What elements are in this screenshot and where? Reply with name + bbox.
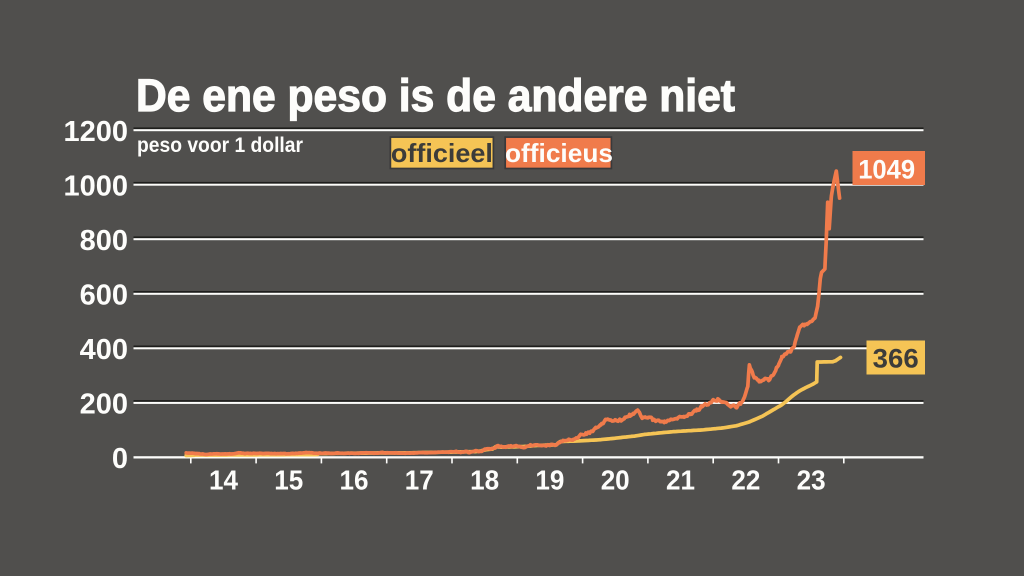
- svg-text:peso voor 1 dollar: peso voor 1 dollar: [137, 134, 303, 157]
- svg-text:18: 18: [470, 465, 499, 496]
- svg-text:19: 19: [535, 465, 564, 496]
- svg-text:20: 20: [601, 465, 630, 496]
- svg-text:17: 17: [405, 465, 434, 496]
- svg-text:15: 15: [274, 465, 303, 496]
- svg-text:800: 800: [80, 225, 128, 257]
- svg-text:1000: 1000: [63, 171, 128, 203]
- svg-text:200: 200: [80, 389, 128, 421]
- svg-text:21: 21: [666, 465, 695, 496]
- svg-text:400: 400: [80, 334, 128, 366]
- svg-text:16: 16: [340, 465, 369, 496]
- svg-text:22: 22: [731, 465, 760, 496]
- svg-text:23: 23: [797, 465, 826, 496]
- svg-text:1200: 1200: [63, 116, 128, 148]
- svg-text:600: 600: [80, 280, 128, 312]
- svg-text:14: 14: [209, 465, 238, 496]
- svg-text:366: 366: [873, 344, 919, 374]
- svg-text:officieus: officieus: [505, 138, 613, 168]
- svg-text:1049: 1049: [858, 155, 915, 185]
- svg-text:officieel: officieel: [391, 138, 493, 168]
- svg-text:0: 0: [112, 443, 128, 475]
- svg-text:De ene peso is de andere niet: De ene peso is de andere niet: [136, 70, 735, 121]
